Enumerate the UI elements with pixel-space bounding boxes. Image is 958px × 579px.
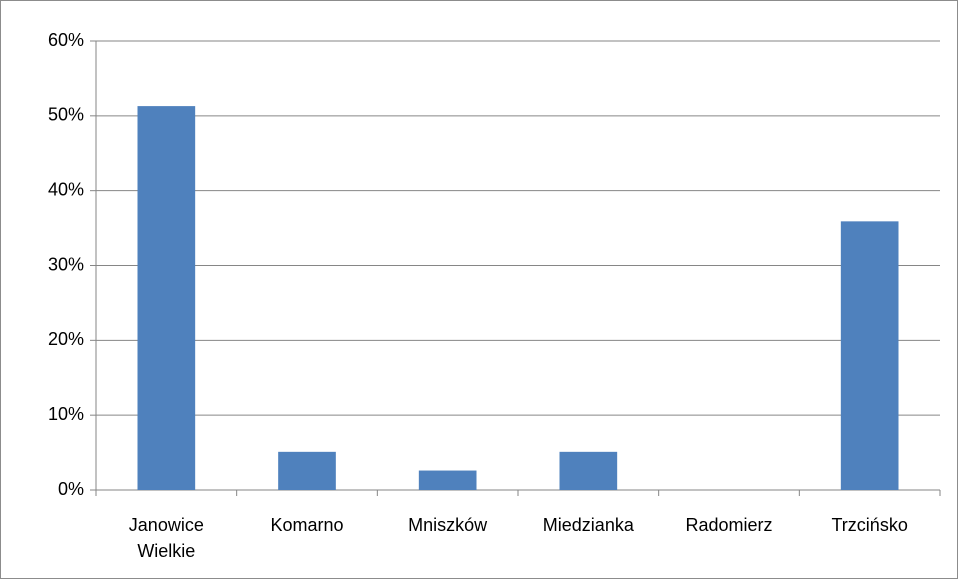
bar bbox=[559, 451, 618, 490]
x-tick-label: Janowice Wielkie bbox=[128, 515, 204, 561]
x-tick-label: Mniszków bbox=[408, 515, 488, 535]
y-tick-label: 20% bbox=[48, 329, 84, 349]
y-tick-label: 50% bbox=[48, 105, 84, 125]
x-tick-label: Trzcińsko bbox=[831, 515, 908, 535]
x-tick-label: Radomierz bbox=[685, 515, 773, 535]
bar bbox=[418, 470, 477, 490]
y-tick-label: 60% bbox=[48, 30, 84, 50]
y-tick-label: 40% bbox=[48, 179, 84, 199]
bar bbox=[137, 106, 196, 490]
bar bbox=[840, 221, 899, 490]
y-tick-label: 10% bbox=[48, 404, 84, 424]
x-tick-label: Miedzianka bbox=[542, 515, 634, 535]
bar bbox=[278, 451, 336, 490]
y-tick-label: 0% bbox=[58, 479, 84, 499]
x-tick-label: Komarno bbox=[270, 515, 344, 535]
y-tick-label: 30% bbox=[48, 254, 84, 274]
